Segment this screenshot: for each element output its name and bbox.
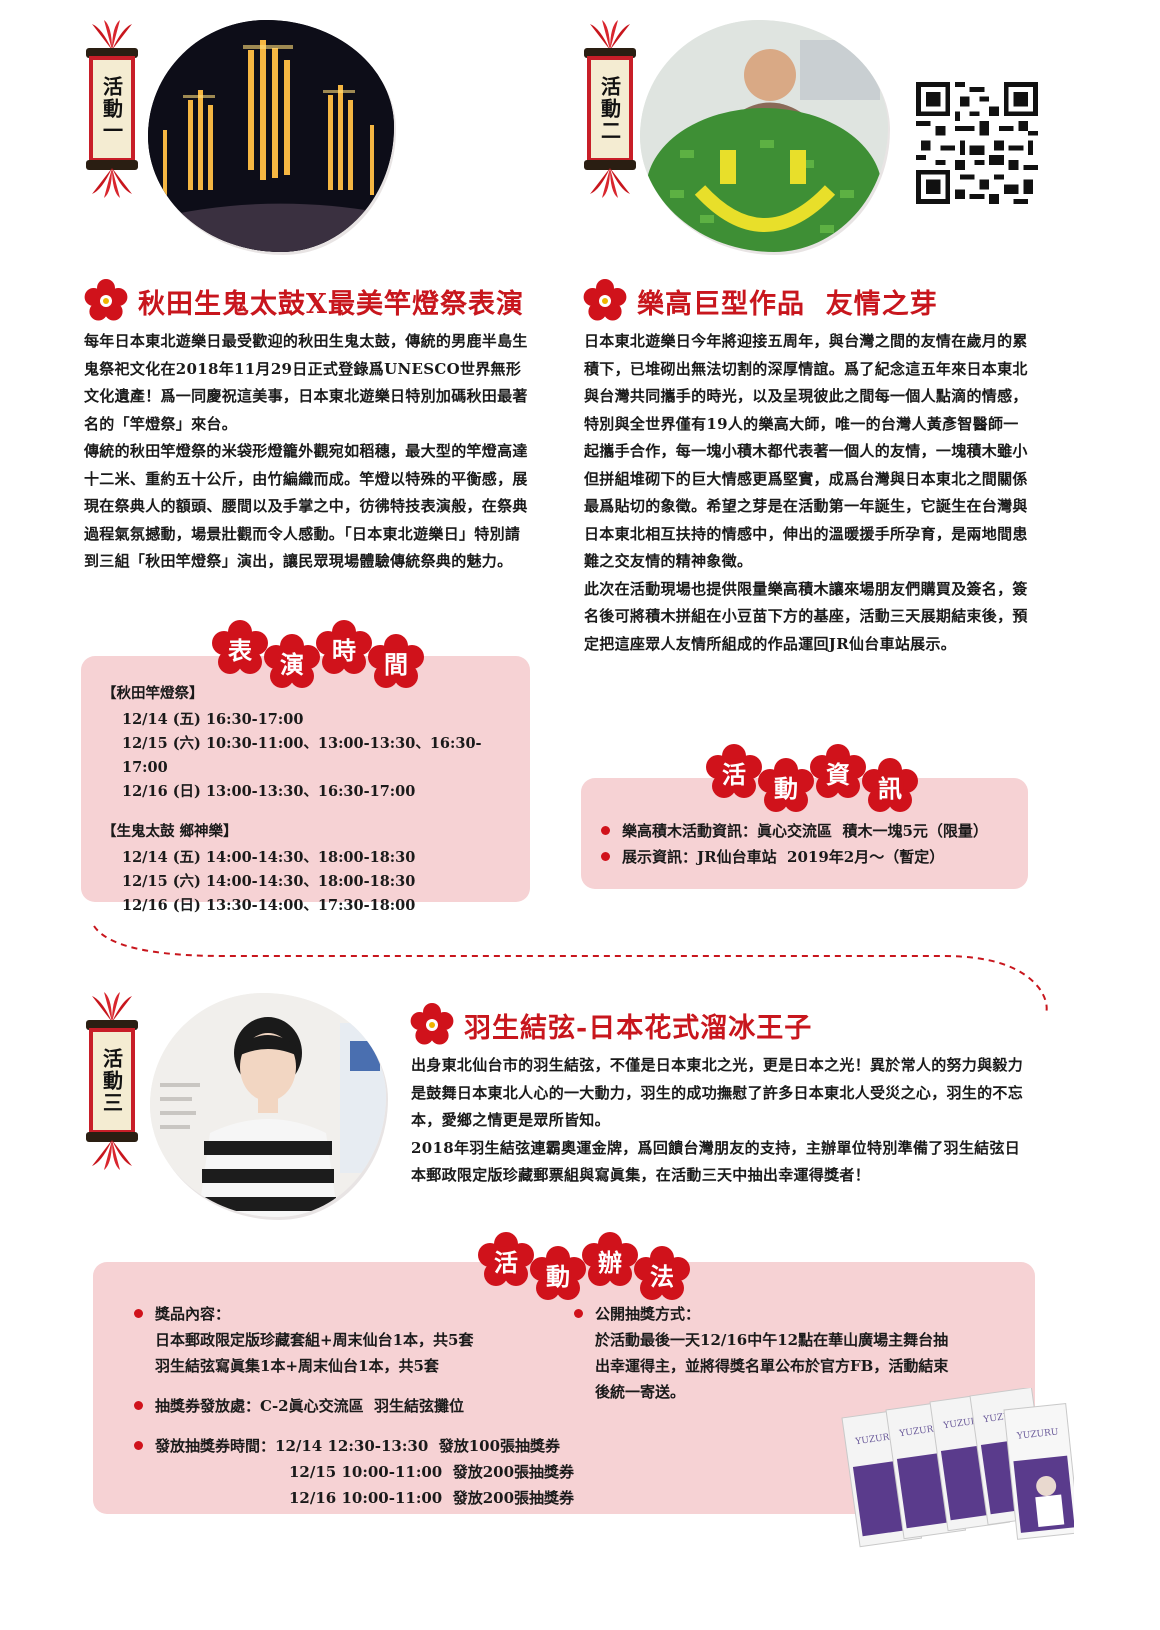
ticket-time-line: 12/15 10:00-11:00 發放200張抽獎券 — [289, 1463, 575, 1481]
qr-code-icon — [916, 82, 1038, 204]
plum-blossom-icon — [316, 620, 372, 674]
plum-blossom-icon — [582, 1232, 638, 1286]
schedule-row: 12/14 (五) 16:30-17:00 — [122, 711, 304, 728]
badge-char: 動 — [530, 1246, 586, 1302]
schedule-row: 12/16 (日) 13:30-14:00、17:30-18:00 — [122, 897, 416, 914]
section1-heading: 秋田生鬼太鼓X最美竿燈祭表演 — [84, 279, 524, 323]
bamboo-leaf-icon — [590, 168, 630, 198]
plum-blossom-icon — [583, 279, 627, 321]
section3-body: 出身東北仙台市的羽生結弦，不僅是日本東北之光，更是日本之光！異於常人的努力與毅力… — [411, 1052, 1025, 1190]
schedule-group-title: 【生鬼太鼓 鄉神樂】 — [102, 823, 238, 840]
plum-blossom-icon — [706, 744, 762, 798]
section1-body: 每年日本東北遊樂日最受歡迎的秋田生鬼太鼓，傳統的男鹿半島生鬼祭祀文化在2018年… — [84, 328, 530, 576]
tag-activity-3: 活動三 — [84, 990, 140, 1172]
method-right-list: 公開抽獎方式： 於活動最後一天12/16中午12點在華山廣場主舞台抽 出幸運得主… — [574, 1301, 994, 1405]
schedule-list: 【秋田竿燈祭】 12/14 (五) 16:30-17:00 12/15 (六) … — [102, 682, 522, 918]
method-left-list: 獎品內容： 日本郵政限定版珍藏套組+周末仙台1本，共5套 羽生結弦寫眞集1本+周… — [134, 1301, 584, 1511]
schedule-row: 12/14 (五) 14:00-14:30、18:00-18:30 — [122, 849, 416, 866]
badge-char: 時 — [316, 620, 372, 676]
plum-blossom-icon — [84, 279, 128, 321]
prize-line: 日本郵政限定版珍藏套組+周末仙台1本，共5套 — [155, 1331, 474, 1349]
bamboo-leaf-icon — [92, 1140, 132, 1170]
photobook-stack-image: YUZURU YUZURU YUZURU YUZURU YUZURU — [841, 1388, 1074, 1548]
dashed-divider — [93, 925, 1048, 1015]
plum-blossom-icon — [862, 758, 918, 812]
list-item: 獎品內容： — [134, 1301, 584, 1327]
badge-performance-time: 表 演 時 間 — [212, 620, 424, 690]
bamboo-leaf-icon — [92, 992, 132, 1022]
section2-body: 日本東北遊樂日今年將迎接五周年，與台灣之間的友情在歲月的累積下，已堆砌出無法切割… — [584, 328, 1030, 658]
bullet-icon — [134, 1309, 143, 1318]
bamboo-leaf-icon — [590, 20, 630, 50]
badge-activity-method: 活 動 辦 法 — [478, 1232, 690, 1302]
section1-paragraph: 傳統的秋田竿燈祭的米袋形燈籠外觀宛如稻穗，最大型的竿燈高達十二米、重約五十公斤，… — [84, 442, 528, 570]
yuzuru-photo — [150, 993, 386, 1217]
bullet-icon — [601, 852, 610, 861]
plum-blossom-icon — [264, 634, 320, 688]
bullet-icon — [134, 1441, 143, 1450]
list-item: 樂高積木活動資訊：眞心交流區 積木一塊5元（限量） — [601, 818, 1021, 844]
schedule-box — [81, 656, 530, 902]
section1-title: 秋田生鬼太鼓X最美竿燈祭表演 — [138, 288, 524, 320]
lego-sprout-photo — [640, 20, 888, 252]
badge-char: 活 — [478, 1232, 534, 1288]
section3-title: 羽生結弦-日本花式溜冰王子 — [464, 1012, 813, 1044]
badge-char: 間 — [368, 634, 424, 690]
tag-text: 活動二 — [597, 76, 622, 142]
badge-char: 辦 — [582, 1232, 638, 1288]
schedule-row: 12/15 (六) 14:00-14:30、18:00-18:30 — [122, 873, 416, 890]
section3-heading: 羽生結弦-日本花式溜冰王子 — [410, 1003, 812, 1047]
bullet-icon — [574, 1309, 583, 1318]
badge-char: 訊 — [862, 758, 918, 814]
plum-blossom-icon — [634, 1246, 690, 1300]
badge-activity-info: 活 動 資 訊 — [706, 744, 918, 814]
ticket-time-line: 12/16 10:00-11:00 發放200張抽獎券 — [289, 1489, 575, 1507]
list-item: 公開抽獎方式： — [574, 1301, 994, 1327]
draw-line: 後統一寄送。 — [595, 1383, 686, 1401]
section2-heading: 樂高巨型作品 友情之芽 — [583, 279, 938, 323]
tag-text: 活動三 — [99, 1048, 124, 1114]
plum-blossom-icon — [478, 1232, 534, 1286]
bamboo-leaf-icon — [92, 20, 132, 50]
tag-text: 活動一 — [99, 76, 124, 142]
prize-line: 羽生結弦寫眞集1本+周末仙台1本，共5套 — [155, 1357, 439, 1375]
bullet-icon — [601, 826, 610, 835]
section2-title: 樂高巨型作品 友情之芽 — [637, 288, 938, 320]
plum-blossom-icon — [212, 620, 268, 674]
section2-paragraph: 日本東北遊樂日今年將迎接五周年，與台灣之間的友情在歲月的累積下，已堆砌出無法切割… — [584, 332, 1028, 570]
tag-activity-2: 活動二 — [582, 18, 638, 200]
plum-blossom-icon — [410, 1003, 454, 1045]
plum-blossom-icon — [810, 744, 866, 798]
kanto-festival-photo — [148, 20, 394, 252]
schedule-group-title: 【秋田竿燈祭】 — [102, 685, 204, 702]
plum-blossom-icon — [368, 634, 424, 688]
draw-line: 出幸運得主，並將得獎名單公布於官方FB，活動結束 — [595, 1357, 949, 1375]
bamboo-leaf-icon — [92, 168, 132, 198]
plum-blossom-icon — [758, 758, 814, 812]
product-label: YUZURU — [1015, 1427, 1059, 1441]
bullet-icon — [134, 1401, 143, 1410]
tag-activity-1: 活動一 — [84, 18, 140, 200]
plum-blossom-icon — [530, 1246, 586, 1300]
list-item: 抽獎券發放處：C-2眞心交流區 羽生結弦攤位 — [134, 1393, 584, 1419]
schedule-row: 12/16 (日) 13:00-13:30、16:30-17:00 — [122, 783, 416, 800]
section2-paragraph: 此次在活動現場也提供限量樂高積木讓來場朋友們購買及簽名，簽名後可將積木拼組在小豆… — [584, 579, 1028, 653]
list-item: 展示資訊：JR仙台車站 2019年2月～（暫定） — [601, 844, 1021, 870]
section3-paragraph: 出身東北仙台市的羽生結弦，不僅是日本東北之光，更是日本之光！異於常人的努力與毅力… — [411, 1056, 1024, 1129]
draw-line: 於活動最後一天12/16中午12點在華山廣場主舞台抽 — [595, 1331, 949, 1349]
badge-char: 表 — [212, 620, 268, 676]
badge-char: 活 — [706, 744, 762, 800]
badge-char: 資 — [810, 744, 866, 800]
badge-char: 演 — [264, 634, 320, 690]
info-list: 樂高積木活動資訊：眞心交流區 積木一塊5元（限量） 展示資訊：JR仙台車站 20… — [601, 818, 1021, 870]
badge-char: 法 — [634, 1246, 690, 1302]
section3-paragraph: 2018年羽生結弦連霸奧運金牌，爲回饋台灣朋友的支持，主辦單位特別準備了羽生結弦… — [411, 1138, 1021, 1185]
section1-paragraph: 每年日本東北遊樂日最受歡迎的秋田生鬼太鼓，傳統的男鹿半島生鬼祭祀文化在2018年… — [84, 332, 528, 433]
schedule-row: 12/15 (六) 10:30-11:00、13:00-13:30、16:30-… — [122, 735, 482, 776]
badge-char: 動 — [758, 758, 814, 814]
list-item: 發放抽獎券時間： 12/14 12:30-13:30 發放100張抽獎券 — [134, 1433, 584, 1459]
